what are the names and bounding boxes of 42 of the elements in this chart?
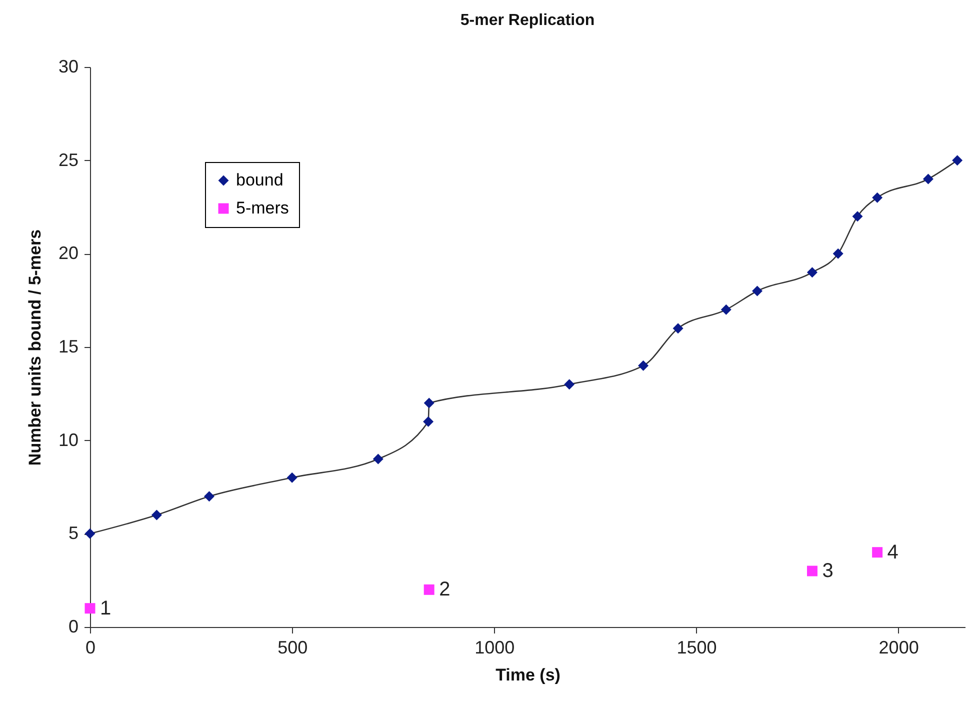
point	[672, 323, 684, 334]
chart-title: 5-mer Replication	[460, 12, 595, 29]
point	[372, 454, 384, 464]
point	[638, 360, 649, 371]
point	[806, 267, 818, 278]
data-label: 1	[100, 597, 112, 620]
point	[151, 510, 162, 520]
point	[872, 192, 883, 203]
point	[952, 155, 963, 166]
y-tick-label: 10	[58, 430, 78, 450]
point	[424, 584, 434, 595]
point	[84, 603, 96, 614]
legend-label: bound	[236, 170, 284, 190]
point	[286, 472, 298, 483]
legend-label: 5-mers	[236, 198, 289, 218]
x-axis-title: Time (s)	[496, 666, 560, 684]
point	[872, 547, 883, 558]
y-axis-title: Number units bound / 5-mers	[25, 229, 44, 466]
x-tick-label: 2000	[878, 638, 919, 658]
point	[806, 566, 818, 576]
point	[832, 248, 844, 259]
point	[564, 379, 575, 390]
x-tick-label: 1000	[474, 638, 515, 658]
point	[423, 416, 434, 427]
y-tick-label: 15	[58, 336, 78, 356]
point	[720, 304, 732, 315]
y-tick-label: 25	[58, 150, 78, 170]
y-tick-label: 20	[58, 243, 78, 264]
data-label: 3	[822, 560, 834, 582]
point	[204, 491, 214, 502]
data-label: 4	[887, 541, 898, 564]
x-tick-label: 500	[278, 638, 308, 658]
point	[922, 174, 934, 184]
y-tick-label: 30	[58, 56, 78, 76]
y-tick-label: 0	[68, 616, 78, 636]
point	[424, 398, 434, 408]
data-label: 2	[439, 578, 450, 601]
x-tick-label: 0	[85, 638, 96, 658]
point	[852, 211, 863, 222]
x-tick-label: 1500	[676, 638, 717, 658]
y-tick-label: 5	[68, 523, 78, 544]
point	[752, 286, 763, 296]
